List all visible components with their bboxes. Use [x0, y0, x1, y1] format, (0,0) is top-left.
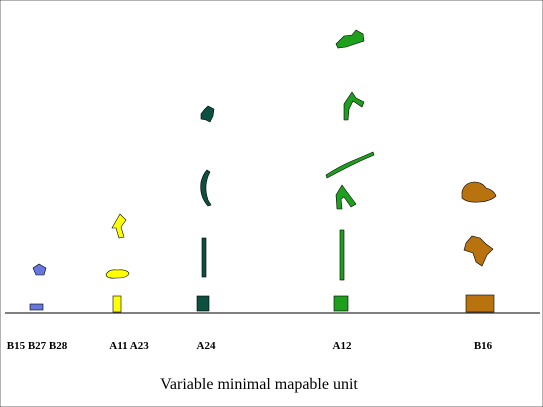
green-shape: [335, 29, 365, 49]
blue-shape: [32, 263, 47, 276]
teal-group: [196, 105, 215, 312]
yellow-shape: [111, 213, 127, 239]
blue-unit: [29, 303, 44, 311]
yellow-shape: [105, 269, 130, 279]
green-shape: [343, 91, 365, 121]
green-group: [325, 29, 375, 312]
group-label: B15 B27 B28: [7, 340, 68, 352]
brown-unit: [465, 294, 495, 313]
teal-shape: [200, 169, 212, 207]
green-bar: [339, 229, 345, 281]
yellow-group: [105, 213, 130, 313]
yellow-unit: [112, 295, 122, 313]
teal-shape: [200, 105, 215, 123]
group-label: A12: [333, 340, 352, 352]
brown-shape: [463, 235, 494, 267]
brown-shape: [461, 181, 497, 203]
green-shape: [325, 151, 375, 179]
teal-bar: [201, 237, 207, 278]
green-shape: [335, 184, 357, 210]
brown-group: [461, 181, 497, 313]
green-unit: [333, 295, 349, 312]
group-label: A11 A23: [109, 340, 149, 352]
caption: Variable minimal mapable unit: [160, 376, 358, 393]
group-label: B16: [474, 340, 493, 352]
blue-group: [29, 263, 47, 311]
group-label: A24: [197, 340, 216, 352]
teal-unit: [196, 295, 210, 312]
